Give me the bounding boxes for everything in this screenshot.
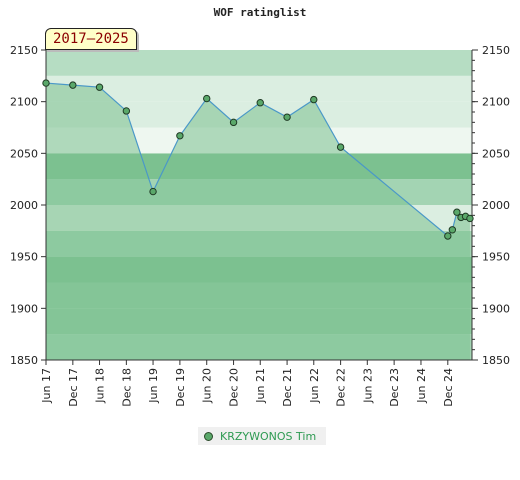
band-2125 <box>46 50 472 76</box>
x-tick-label: Dec 24 <box>442 368 455 407</box>
y-tick-label-left: 2150 <box>10 44 38 57</box>
x-tick-label: Dec 20 <box>228 368 241 407</box>
x-tick-label: Dec 22 <box>335 368 348 407</box>
data-point <box>448 226 457 234</box>
legend[interactable]: KRZYWONOS Tim <box>198 427 326 445</box>
x-tick-label: Dec 17 <box>67 368 80 407</box>
x-tick-label: Jun 17 <box>40 368 53 404</box>
data-point <box>466 214 474 223</box>
y-tick-label-right: 1900 <box>482 302 510 315</box>
data-point <box>310 95 318 104</box>
y-tick-label-right: 2100 <box>482 96 510 109</box>
x-tick-label: Jun 19 <box>147 368 160 404</box>
date-range-badge: 2017–2025 <box>45 28 137 50</box>
data-point <box>95 83 104 91</box>
x-tick-label: Dec 21 <box>281 368 294 407</box>
x-tick-label: Jun 23 <box>361 368 374 404</box>
data-point <box>149 187 157 196</box>
y-tick-label-right: 1850 <box>482 354 510 367</box>
series-area <box>46 83 470 361</box>
data-point <box>203 94 211 103</box>
legend-marker-icon <box>204 431 213 441</box>
y-tick-label-left: 2000 <box>10 199 38 212</box>
y-tick-label-left: 2050 <box>10 147 38 160</box>
x-tick-label: Jun 22 <box>308 368 321 404</box>
data-point <box>256 99 264 107</box>
data-point <box>176 132 184 140</box>
y-tick-label-left: 2100 <box>10 96 38 109</box>
data-point <box>69 81 77 89</box>
band-2100 <box>46 75 472 102</box>
x-tick-label: Dec 23 <box>388 368 401 407</box>
y-tick-label-left: 1950 <box>10 251 38 264</box>
data-marks <box>42 79 474 240</box>
chart-title: WOF ratinglist <box>213 6 307 19</box>
data-point <box>444 232 452 240</box>
y-tick-label-right: 2050 <box>482 147 510 160</box>
x-tick-label: Jun 20 <box>201 368 214 404</box>
x-tick-label: Dec 19 <box>174 368 187 407</box>
data-point <box>453 208 461 216</box>
data-point <box>283 113 291 121</box>
data-point <box>336 143 345 151</box>
data-point <box>122 107 131 115</box>
x-tick-label: Dec 18 <box>120 368 133 407</box>
y-tick-label-right: 1950 <box>482 251 510 264</box>
y-tick-label-right: 2150 <box>482 44 510 57</box>
x-tick-label: Jun 24 <box>415 368 428 404</box>
y-tick-label-left: 1900 <box>10 302 38 315</box>
y-tick-label-right: 2000 <box>482 199 510 212</box>
data-point <box>42 79 50 87</box>
data-point <box>229 118 238 127</box>
y-tick-label-left: 1850 <box>10 354 38 367</box>
legend-label: KRZYWONOS Tim <box>220 429 317 443</box>
axes: 1850 1850 1900 1900 1950 1950 2000 2000 2050 2050… <box>10 44 510 407</box>
x-tick-label: Jun 21 <box>254 368 267 404</box>
x-tick-label: Jun 18 <box>94 368 107 404</box>
